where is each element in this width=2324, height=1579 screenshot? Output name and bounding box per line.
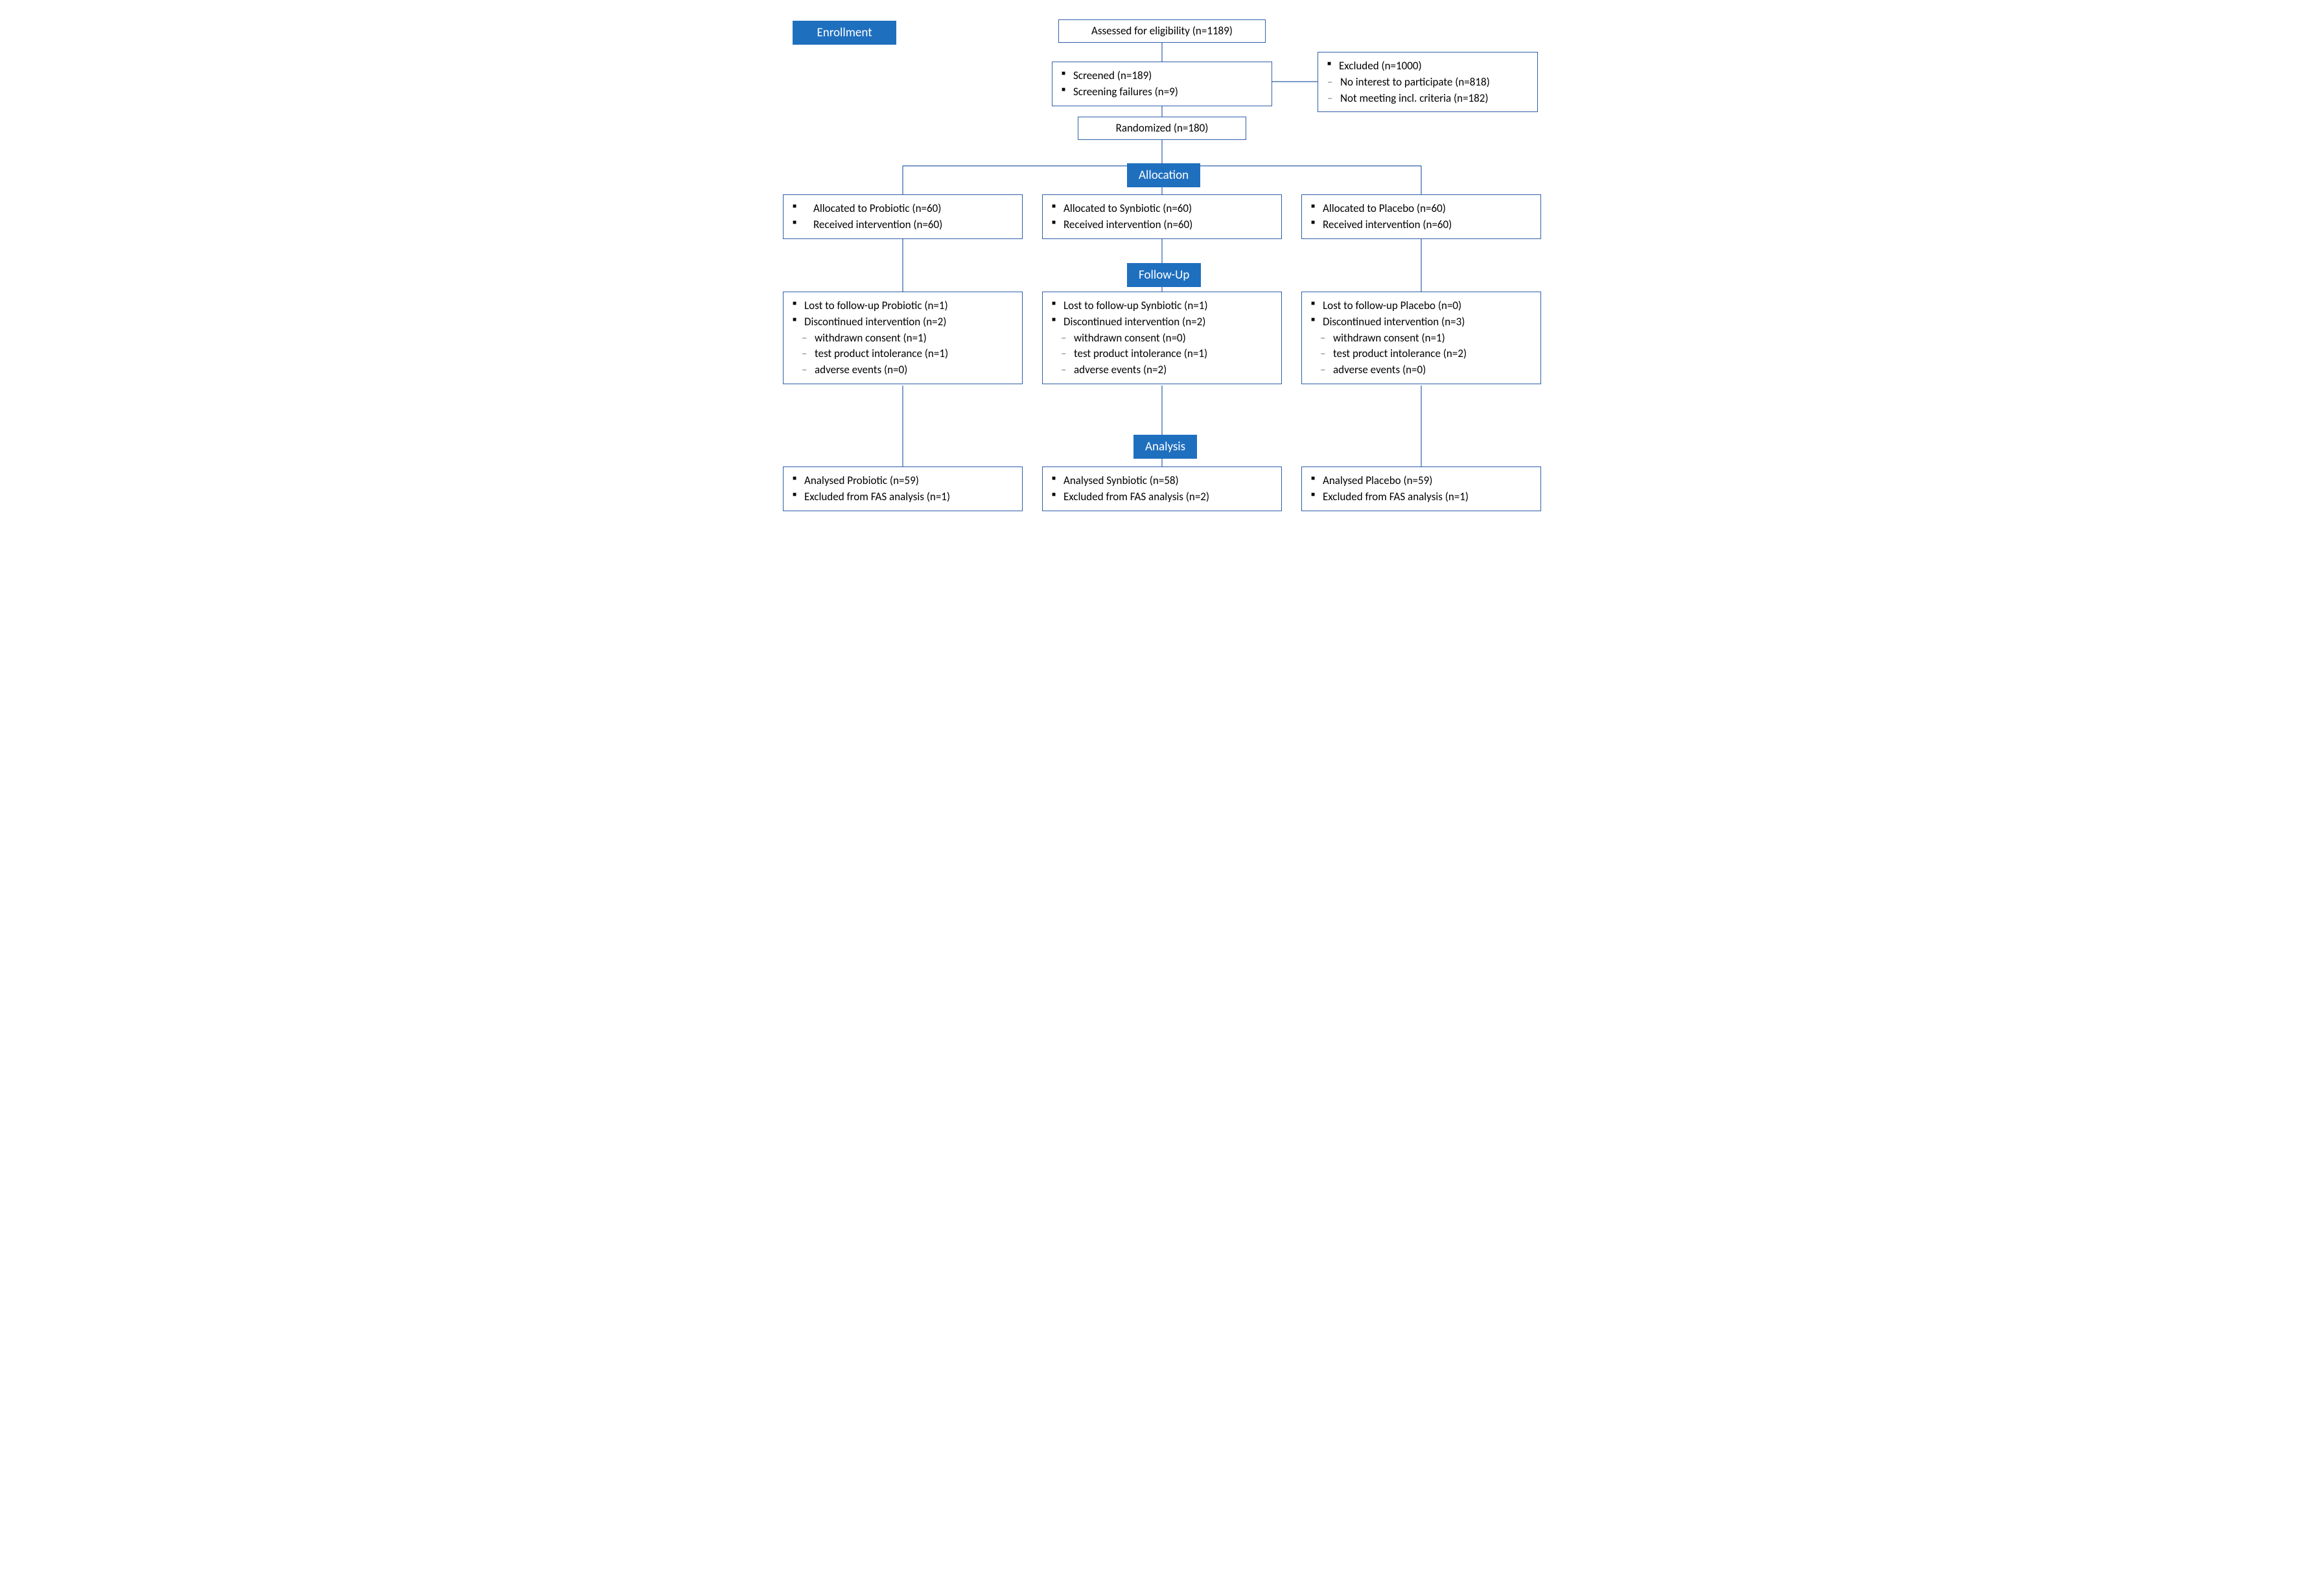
banner-followup: Follow-Up (1127, 263, 1201, 287)
fu-sub: test product intolerance (n=2) (1311, 346, 1531, 362)
an-item: Excluded from FAS analysis (n=1) (1311, 489, 1531, 505)
fu-sub: adverse events (n=0) (793, 362, 1013, 378)
alloc-item: Received intervention (n=60) (793, 217, 1013, 233)
consort-flowchart: Enrollment Assessed for eligibility (n=1… (780, 13, 1544, 538)
an-item: Excluded from FAS analysis (n=2) (1052, 489, 1272, 505)
fu-head: Discontinued intervention (n=3) (1311, 314, 1531, 330)
an-item: Excluded from FAS analysis (n=1) (793, 489, 1013, 505)
alloc-item: Allocated to Synbiotic (n=60) (1052, 201, 1272, 216)
box-an-probiotic: Analysed Probiotic (n=59) Excluded from … (783, 467, 1023, 511)
fu-head: Lost to follow-up Synbiotic (n=1) (1052, 298, 1272, 314)
fu-head: Lost to follow-up Probiotic (n=1) (793, 298, 1013, 314)
banner-enrollment-label: Enrollment (817, 25, 872, 40)
eligibility-text: Assessed for eligibility (n=1189) (1091, 23, 1233, 39)
an-item: Analysed Placebo (n=59) (1311, 473, 1531, 489)
alloc-item: Allocated to Probiotic (n=60) (793, 201, 1013, 216)
fu-sub: test product intolerance (n=1) (793, 346, 1013, 362)
banner-followup-label: Follow-Up (1139, 268, 1189, 282)
screened-item: Screening failures (n=9) (1062, 84, 1262, 100)
alloc-item: Allocated to Placebo (n=60) (1311, 201, 1531, 216)
excluded-sub: No interest to participate (n=818) (1327, 75, 1528, 90)
box-randomized: Randomized (n=180) (1078, 117, 1246, 140)
box-excluded: Excluded (n=1000) No interest to partici… (1318, 52, 1538, 112)
fu-sub: withdrawn consent (n=0) (1052, 330, 1272, 346)
excluded-head: Excluded (n=1000) (1327, 58, 1528, 74)
an-item: Analysed Synbiotic (n=58) (1052, 473, 1272, 489)
box-fu-probiotic: Lost to follow-up Probiotic (n=1) Discon… (783, 292, 1023, 384)
box-an-synbiotic: Analysed Synbiotic (n=58) Excluded from … (1042, 467, 1282, 511)
fu-sub: withdrawn consent (n=1) (793, 330, 1013, 346)
fu-sub: adverse events (n=0) (1311, 362, 1531, 378)
box-fu-placebo: Lost to follow-up Placebo (n=0) Disconti… (1301, 292, 1541, 384)
banner-enrollment: Enrollment (793, 21, 896, 45)
an-item: Analysed Probiotic (n=59) (793, 473, 1013, 489)
excluded-sub: Not meeting incl. criteria (n=182) (1327, 91, 1528, 106)
fu-sub: test product intolerance (n=1) (1052, 346, 1272, 362)
box-screened: Screened (n=189) Screening failures (n=9… (1052, 62, 1272, 106)
box-eligibility: Assessed for eligibility (n=1189) (1058, 19, 1266, 43)
banner-analysis-label: Analysis (1145, 439, 1185, 454)
fu-sub: adverse events (n=2) (1052, 362, 1272, 378)
screened-item: Screened (n=189) (1062, 68, 1262, 84)
fu-head: Lost to follow-up Placebo (n=0) (1311, 298, 1531, 314)
randomized-text: Randomized (n=180) (1116, 121, 1209, 136)
fu-head: Discontinued intervention (n=2) (793, 314, 1013, 330)
box-an-placebo: Analysed Placebo (n=59) Excluded from FA… (1301, 467, 1541, 511)
box-fu-synbiotic: Lost to follow-up Synbiotic (n=1) Discon… (1042, 292, 1282, 384)
banner-allocation: Allocation (1127, 163, 1200, 187)
alloc-item: Received intervention (n=60) (1052, 217, 1272, 233)
banner-allocation-label: Allocation (1139, 168, 1189, 183)
box-alloc-probiotic: Allocated to Probiotic (n=60) Received i… (783, 194, 1023, 239)
fu-head: Discontinued intervention (n=2) (1052, 314, 1272, 330)
banner-analysis: Analysis (1133, 435, 1197, 459)
alloc-item: Received intervention (n=60) (1311, 217, 1531, 233)
box-alloc-synbiotic: Allocated to Synbiotic (n=60) Received i… (1042, 194, 1282, 239)
box-alloc-placebo: Allocated to Placebo (n=60) Received int… (1301, 194, 1541, 239)
fu-sub: withdrawn consent (n=1) (1311, 330, 1531, 346)
